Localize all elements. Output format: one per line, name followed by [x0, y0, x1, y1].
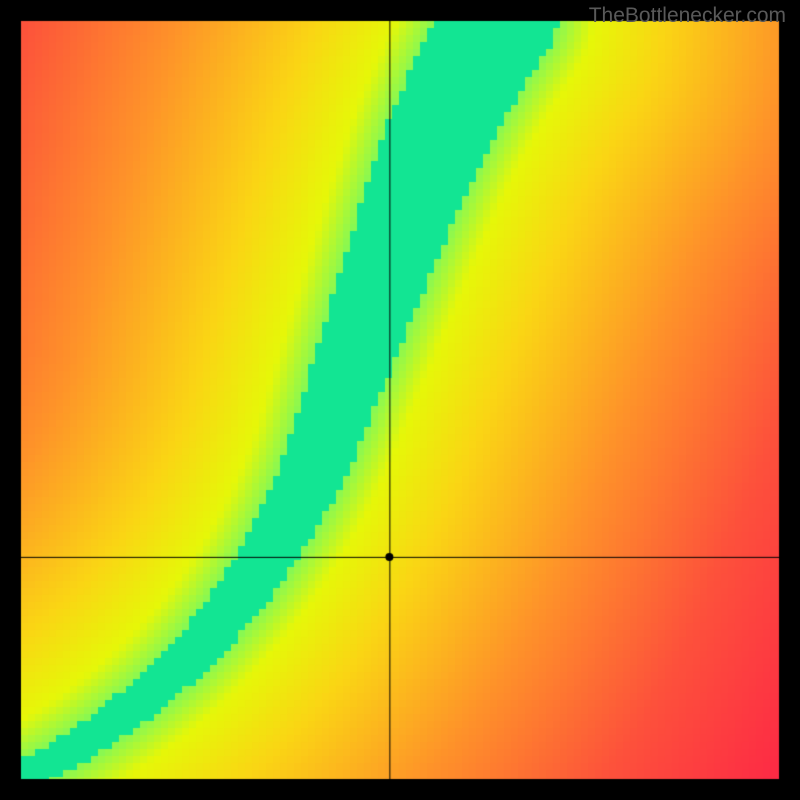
chart-container: TheBottlenecker.com: [0, 0, 800, 800]
heatmap-canvas: [0, 0, 800, 800]
watermark-text: TheBottlenecker.com: [589, 4, 786, 28]
